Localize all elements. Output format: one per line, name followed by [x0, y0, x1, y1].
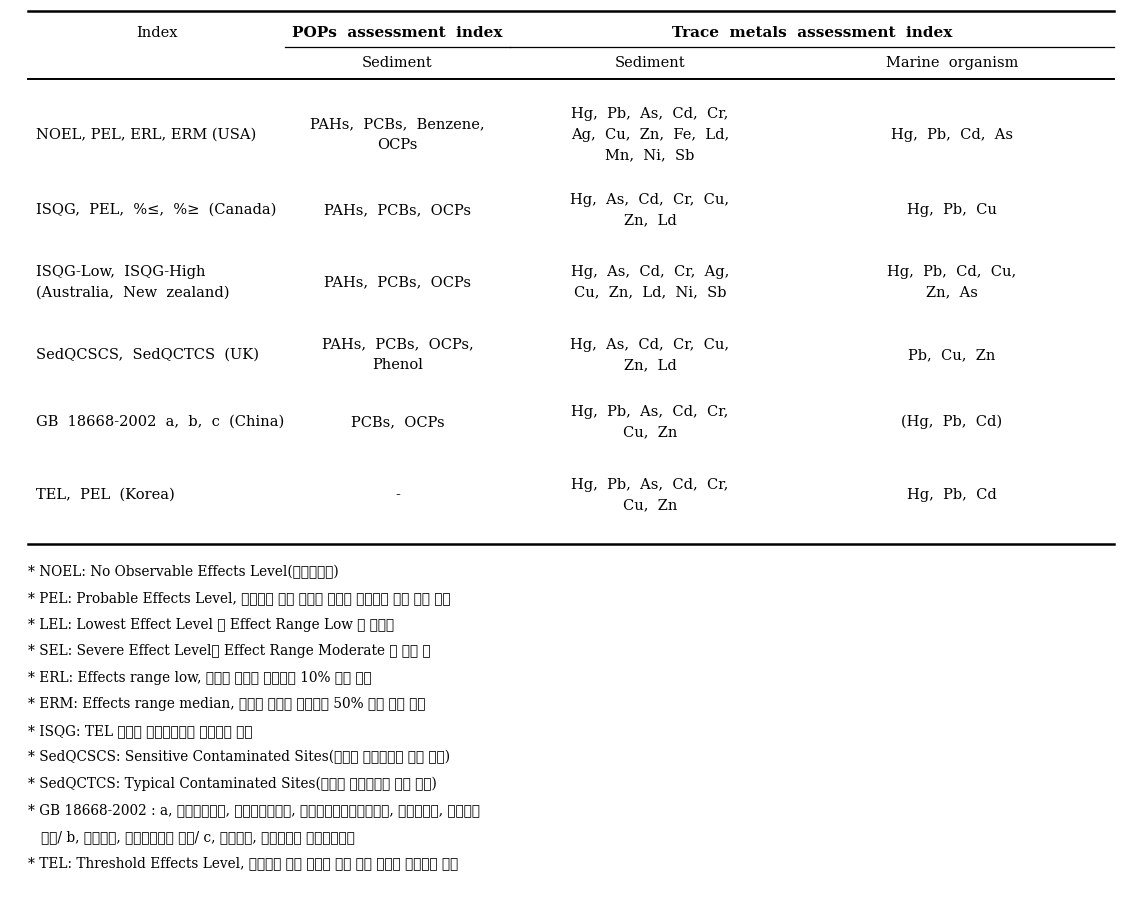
Text: PCBs,  OCPs: PCBs, OCPs: [351, 414, 444, 428]
Text: * LEL: Lowest Effect Level 과 Effect Range Low 중 작은값: * LEL: Lowest Effect Level 과 Effect Rang…: [29, 618, 394, 631]
Text: SedQCSCS,  SedQCTCS  (UK): SedQCSCS, SedQCTCS (UK): [37, 347, 259, 361]
Text: Pb,  Cu,  Zn: Pb, Cu, Zn: [908, 347, 996, 361]
Text: Hg,  Pb,  Cu: Hg, Pb, Cu: [907, 203, 997, 217]
Text: * ERL: Effects range low, 생물에 미치는 악영향이 10% 발현 농도: * ERL: Effects range low, 생물에 미치는 악영향이 1…: [29, 670, 372, 685]
Text: * ISQG: TEL 이하로 생물악영향이 나타나는 농도: * ISQG: TEL 이하로 생물악영향이 나타나는 농도: [29, 723, 252, 737]
Text: Sediment: Sediment: [614, 56, 685, 70]
Text: (Hg,  Pb,  Cd): (Hg, Pb, Cd): [901, 414, 1003, 429]
Text: GB  18668-2002  a,  b,  c  (China): GB 18668-2002 a, b, c (China): [37, 414, 284, 428]
Text: TEL,  PEL  (Korea): TEL, PEL (Korea): [37, 487, 175, 502]
Text: Hg,  Pb,  As,  Cd,  Cr,
Ag,  Cu,  Zn,  Fe,  Ld,
Mn,  Ni,  Sb: Hg, Pb, As, Cd, Cr, Ag, Cu, Zn, Fe, Ld, …: [571, 108, 729, 163]
Text: Hg,  Pb,  Cd,  Cu,
Zn,  As: Hg, Pb, Cd, Cu, Zn, As: [887, 265, 1016, 299]
Text: 용도/ b, 공업용수, 해안광광구역 용도/ c, 항만구역, 특별용도의 해양개발구역: 용도/ b, 공업용수, 해안광광구역 용도/ c, 항만구역, 특별용도의 해…: [29, 829, 355, 843]
Text: * TEL: Threshold Effects Level, 부정적인 생태 영향이 거의 없을 것으로 예측되는 농도: * TEL: Threshold Effects Level, 부정적인 생태 …: [29, 856, 458, 869]
Text: PAHs,  PCBs,  OCPs: PAHs, PCBs, OCPs: [324, 275, 471, 289]
Text: * ERM: Effects range median, 생물에 미치는 악영향이 50% 이상 발현 농도: * ERM: Effects range median, 생물에 미치는 악영향…: [29, 697, 426, 710]
Text: Hg,  As,  Cd,  Cr,  Ag,
Cu,  Zn,  Ld,  Ni,  Sb: Hg, As, Cd, Cr, Ag, Cu, Zn, Ld, Ni, Sb: [571, 265, 730, 299]
Text: NOEL, PEL, ERL, ERM (USA): NOEL, PEL, ERL, ERM (USA): [37, 128, 256, 142]
Text: Hg,  Pb,  As,  Cd,  Cr,
Cu,  Zn: Hg, Pb, As, Cd, Cr, Cu, Zn: [571, 477, 729, 512]
Text: ISQG,  PEL,  %≤,  %≥  (Canada): ISQG, PEL, %≤, %≥ (Canada): [37, 203, 276, 217]
Text: PAHs,  PCBs,  OCPs: PAHs, PCBs, OCPs: [324, 203, 471, 217]
Text: * PEL: Probable Effects Level, 부정적인 생태 영향이 발현될 개연성이 메우 높은 농도: * PEL: Probable Effects Level, 부정적인 생태 영…: [29, 591, 451, 605]
Text: Hg,  As,  Cd,  Cr,  Cu,
Zn,  Ld: Hg, As, Cd, Cr, Cu, Zn, Ld: [571, 337, 730, 372]
Text: Hg,  Pb,  Cd: Hg, Pb, Cd: [907, 487, 997, 502]
Text: -: -: [395, 487, 400, 502]
Text: PAHs,  PCBs,  Benzene,
OCPs: PAHs, PCBs, Benzene, OCPs: [311, 118, 485, 153]
Text: Hg,  Pb,  As,  Cd,  Cr,
Cu,  Zn: Hg, Pb, As, Cd, Cr, Cu, Zn: [571, 404, 729, 438]
Text: * SedQCTCS: Typical Contaminated Sites(영국의 오염퇴적물 관리 기준): * SedQCTCS: Typical Contaminated Sites(영…: [29, 777, 437, 790]
Text: Sediment: Sediment: [362, 56, 433, 70]
Text: * GB 18668-2002 : a, 해양어장환경, 해양자연보호구, 희귀멸종생물자연보호구, 해수양식장, 해수욕장: * GB 18668-2002 : a, 해양어장환경, 해양자연보호구, 희귀…: [29, 802, 480, 817]
Text: POPs  assessment  index: POPs assessment index: [292, 26, 502, 40]
Text: Index: Index: [136, 26, 177, 40]
Text: PAHs,  PCBs,  OCPs,
Phenol: PAHs, PCBs, OCPs, Phenol: [322, 337, 474, 372]
Text: Hg,  As,  Cd,  Cr,  Cu,
Zn,  Ld: Hg, As, Cd, Cr, Cu, Zn, Ld: [571, 192, 730, 227]
Text: * SEL: Severe Effect Level과 Effect Range Moderate 중 작은 값: * SEL: Severe Effect Level과 Effect Range…: [29, 644, 431, 658]
Text: * SedQCSCS: Sensitive Contaminated Sites(영국의 오염퇴적물 관리 기준): * SedQCSCS: Sensitive Contaminated Sites…: [29, 750, 450, 764]
Text: Marine  organism: Marine organism: [886, 56, 1019, 70]
Text: Hg,  Pb,  Cd,  As: Hg, Pb, Cd, As: [891, 128, 1013, 142]
Text: Trace  metals  assessment  index: Trace metals assessment index: [671, 26, 952, 40]
Text: * NOEL: No Observable Effects Level(플로리다주): * NOEL: No Observable Effects Level(플로리다…: [29, 564, 339, 579]
Text: ISQG-Low,  ISQG-High
(Australia,  New  zealand): ISQG-Low, ISQG-High (Australia, New zeal…: [37, 265, 230, 299]
